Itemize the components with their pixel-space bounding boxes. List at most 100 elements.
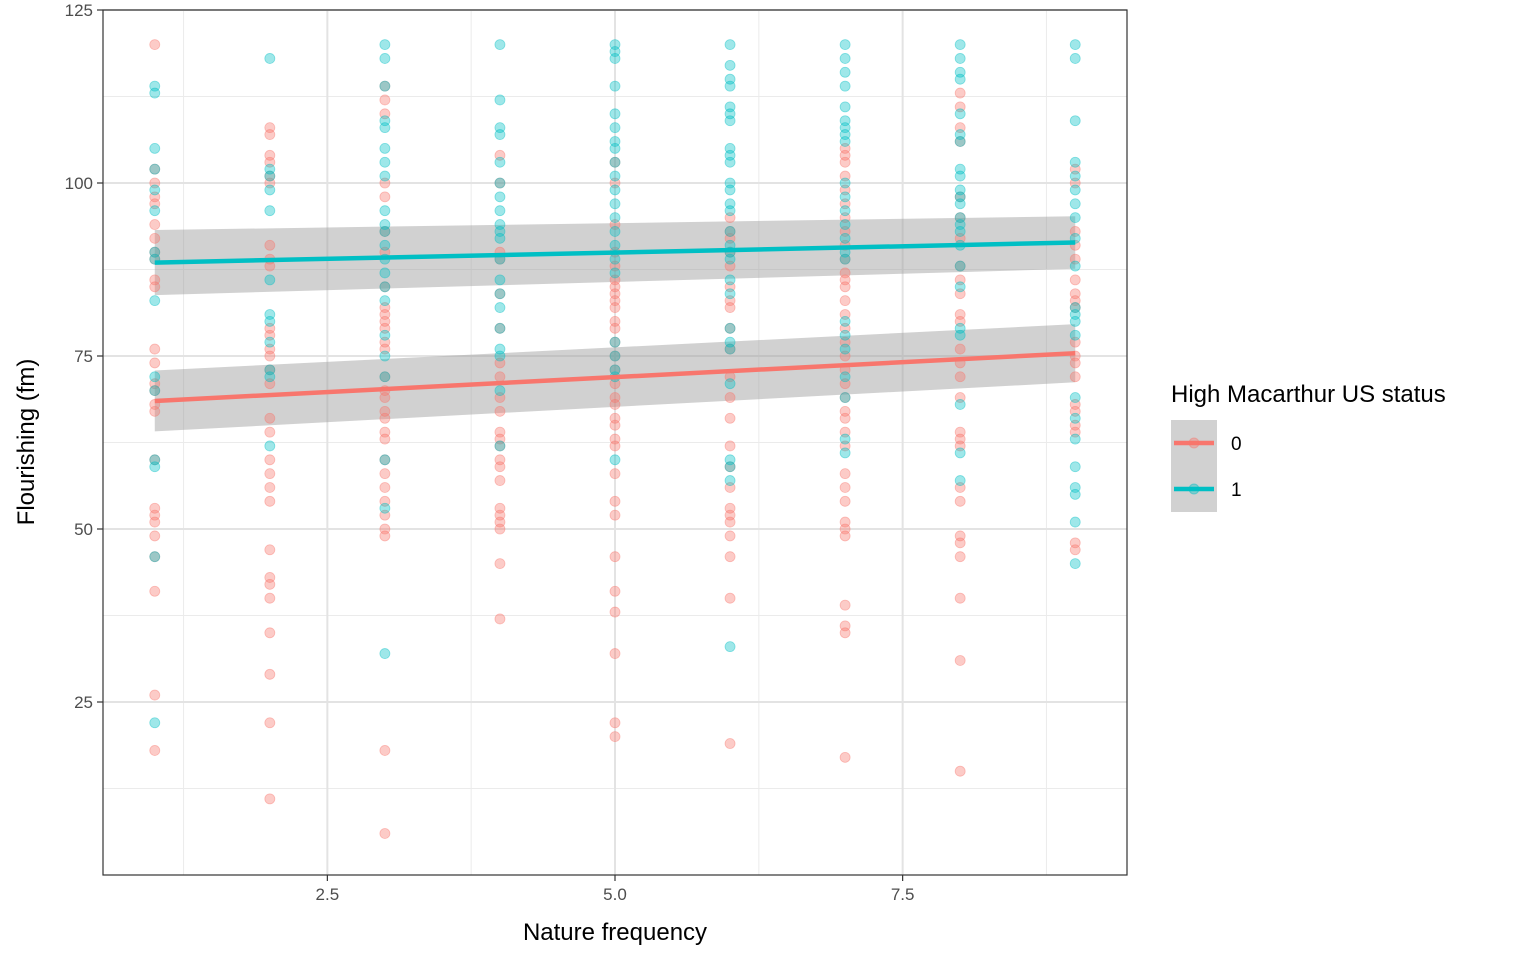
point-series-1 [149,551,161,563]
point-series-1 [264,274,276,286]
point-series-1 [494,322,506,334]
point-series-0 [494,426,506,438]
point-series-0 [609,295,621,307]
point-series-0 [954,212,966,224]
point-series-0 [1069,295,1081,307]
point-series-1 [839,371,851,383]
point-series-0 [379,315,391,327]
point-series-0 [609,260,621,272]
point-series-0 [379,336,391,348]
point-series-0 [839,309,851,320]
point-series-1 [954,53,966,64]
point-series-0 [264,578,276,590]
point-series-0 [494,322,506,334]
point-series-0 [379,309,391,320]
legend: High Macarthur US status 01 [1171,381,1446,512]
point-series-1 [1069,115,1081,127]
point-series-0 [724,281,736,293]
point-series-0 [379,495,391,507]
point-series-0 [954,537,966,549]
point-series-0 [954,274,966,286]
point-series-1 [724,475,736,486]
point-series-0 [149,378,161,390]
point-series-1 [724,39,736,50]
point-series-0 [494,509,506,521]
point-series-1 [1069,309,1081,320]
point-series-1 [1069,170,1081,182]
point-series-1 [609,39,621,50]
point-series-0 [609,731,621,742]
point-series-0 [379,392,391,403]
point-series-1 [954,73,966,85]
point-series-1 [724,253,736,265]
grid-lines [103,9,1127,875]
legend-keys: 01 [1171,420,1242,512]
point-series-1 [839,392,851,403]
point-series-0 [149,274,161,286]
point-series-0 [609,302,621,313]
point-series-0 [149,198,161,210]
point-series-1 [839,205,851,217]
legend-label-1: 1 [1231,480,1242,501]
point-series-0 [839,350,851,362]
point-series-0 [954,495,966,507]
point-series-1 [839,343,851,355]
point-series-1 [1069,488,1081,500]
point-series-1 [609,198,621,210]
point-series-0 [149,163,161,175]
point-series-1 [1069,392,1081,403]
point-series-1 [839,253,851,265]
point-series-1 [954,322,966,334]
point-series-0 [494,613,506,625]
point-series-0 [494,516,506,528]
point-series-1 [724,80,736,92]
point-series-0 [1069,336,1081,348]
point-series-1 [839,232,851,244]
point-series-0 [149,516,161,528]
point-series-0 [724,392,736,403]
point-series-0 [264,495,276,507]
point-series-0 [264,468,276,480]
x-axis-title: Nature frequency [523,919,707,946]
point-series-0 [954,592,966,604]
point-series-0 [149,551,161,563]
point-series-0 [954,309,966,320]
point-series-1 [839,219,851,230]
point-series-0 [379,745,391,756]
y-tick-label: 75 [74,347,93,366]
point-series-0 [839,751,851,763]
point-series-1 [609,350,621,362]
point-series-1 [494,343,506,355]
point-series-1 [724,177,736,189]
point-series-0 [609,468,621,480]
point-series-1 [839,329,851,341]
point-series-1 [724,288,736,300]
point-series-1 [379,53,391,64]
point-series-1 [724,336,736,348]
point-series-1 [494,205,506,217]
point-series-0 [724,516,736,528]
point-series-0 [724,302,736,313]
point-series-0 [839,405,851,417]
point-series-1 [149,87,161,99]
point-series-1 [264,364,276,376]
point-series-1 [724,205,736,217]
point-series-1 [609,80,621,92]
point-series-0 [609,274,621,286]
point-series-0 [954,122,966,134]
point-series-0 [494,392,506,403]
point-series-1 [149,205,161,217]
point-series-0 [609,717,621,729]
point-series-1 [379,454,391,466]
point-series-0 [149,219,161,230]
point-series-1 [494,177,506,189]
point-series-0 [264,129,276,140]
point-series-1 [379,219,391,230]
point-series-0 [839,468,851,480]
point-series-0 [609,322,621,334]
point-series-0 [839,322,851,334]
point-series-0 [724,232,736,244]
point-series-1 [954,399,966,410]
point-series-0 [494,475,506,486]
point-series-0 [379,454,391,466]
